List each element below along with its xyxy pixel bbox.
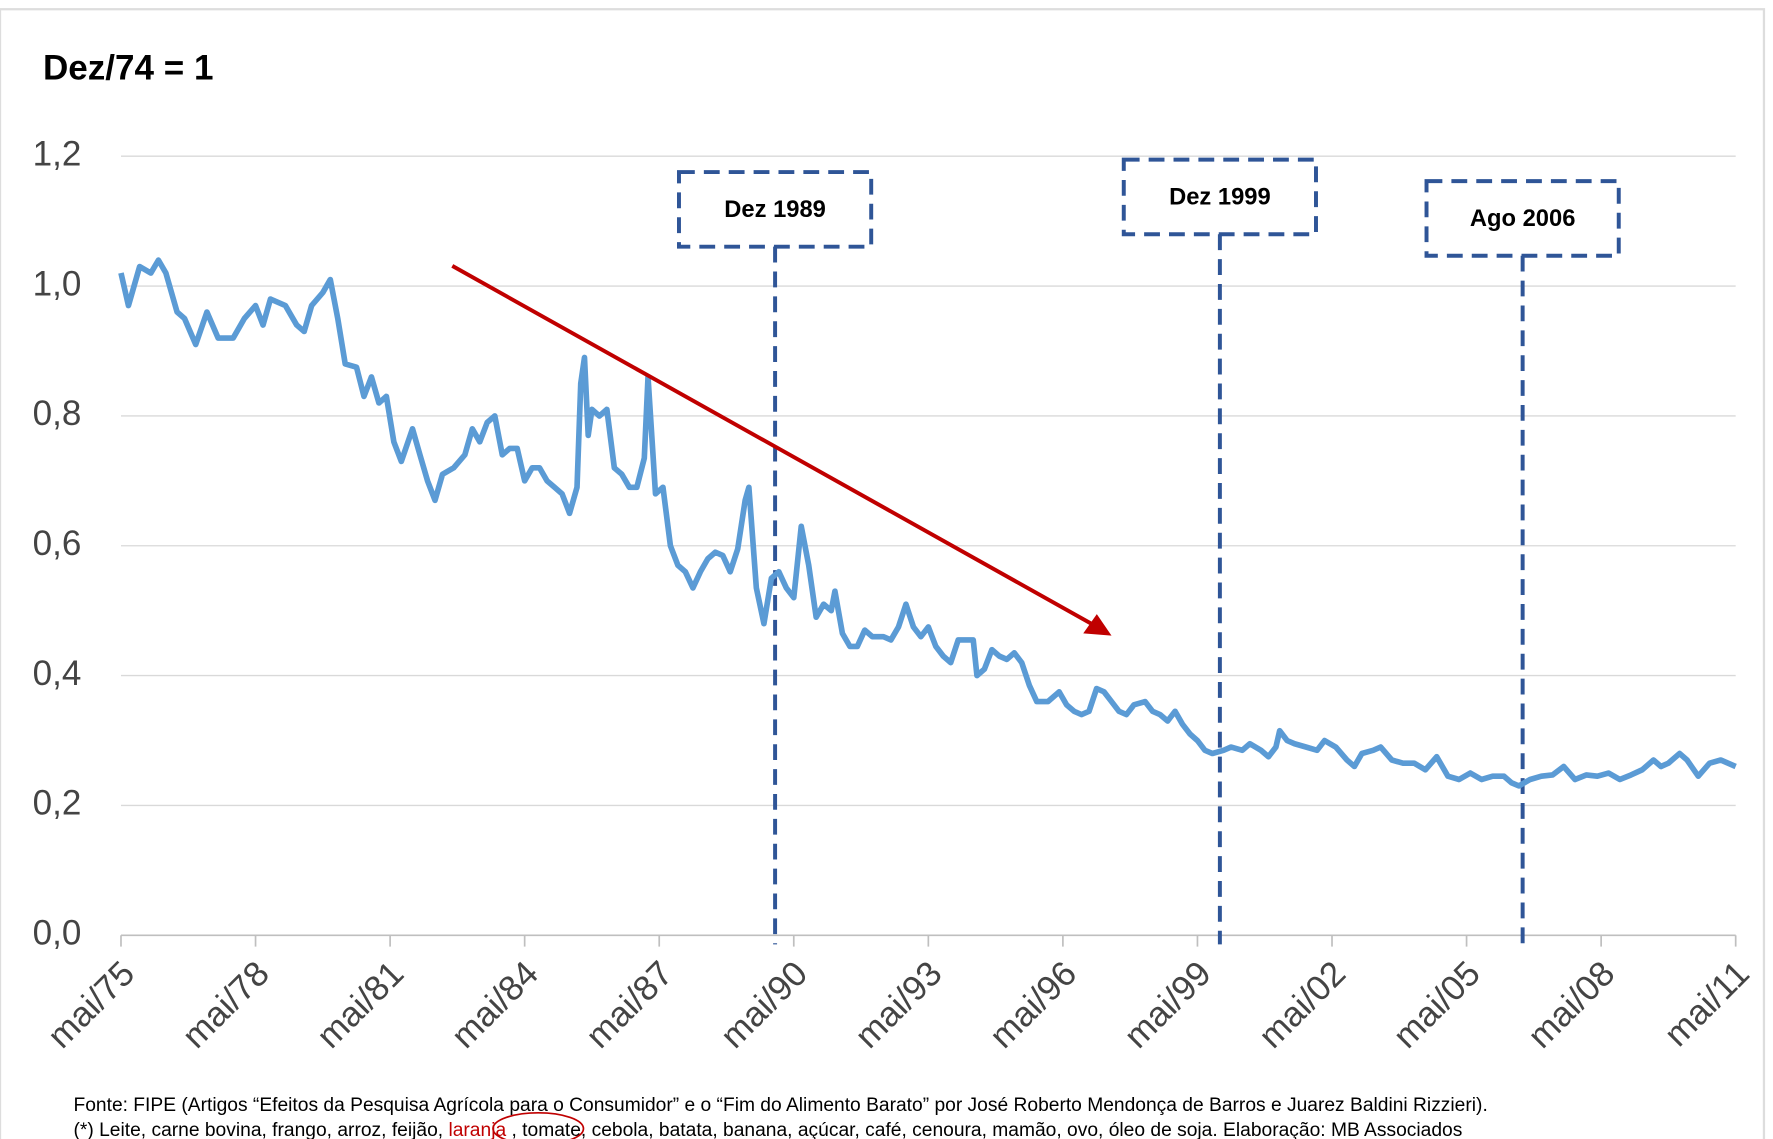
highlight-circle [492,1111,585,1139]
x-tick-label: mai/75 [40,954,142,1056]
y-tick-label: 0,2 [33,784,82,823]
footnote-highlight: laranja [448,1120,506,1139]
x-tick-label: mai/93 [848,954,950,1056]
source-note: Fonte: FIPE (Artigos “Efeitos da Pesquis… [73,1095,1487,1116]
chart-title: Dez/74 = 1 [43,49,213,88]
trend-arrow-head [1083,614,1112,636]
x-tick-label: mai/02 [1251,954,1353,1056]
y-tick-label: 0,8 [33,394,82,433]
y-tick-label: 0,0 [33,914,82,953]
x-tick-label: mai/81 [309,954,411,1056]
footnote: (*) Leite, carne bovina, frango, arroz, … [73,1120,1462,1139]
data-line [118,257,1737,789]
x-tick-label: mai/08 [1520,954,1622,1056]
chart-frame [0,8,1766,1139]
trend-arrow [451,264,1096,628]
y-tick-label: 1,2 [33,134,82,173]
footnote-part: (*) Leite, carne bovina, frango, arroz, … [73,1120,443,1139]
y-tick-label: 0,6 [33,524,82,563]
y-tick-label: 0,4 [33,654,82,693]
x-tick-label: mai/78 [175,954,277,1056]
x-tick-label: mai/87 [579,954,681,1056]
x-tick-label: mai/99 [1117,954,1219,1056]
annotation-label: Ago 2006 [1470,206,1576,232]
annotation-label: Dez 1999 [1169,184,1271,210]
x-tick-label: mai/11 [1657,954,1757,1054]
x-tick-label: mai/84 [444,954,546,1056]
x-tick-label: mai/90 [713,954,815,1056]
x-tick-label: mai/96 [982,954,1084,1056]
x-tick-label: mai/05 [1386,954,1488,1056]
y-tick-label: 1,0 [33,264,82,303]
annotation-label: Dez 1989 [724,197,826,223]
footnote-part: , tomate, cebola, batata, banana, açúcar… [512,1120,1463,1139]
